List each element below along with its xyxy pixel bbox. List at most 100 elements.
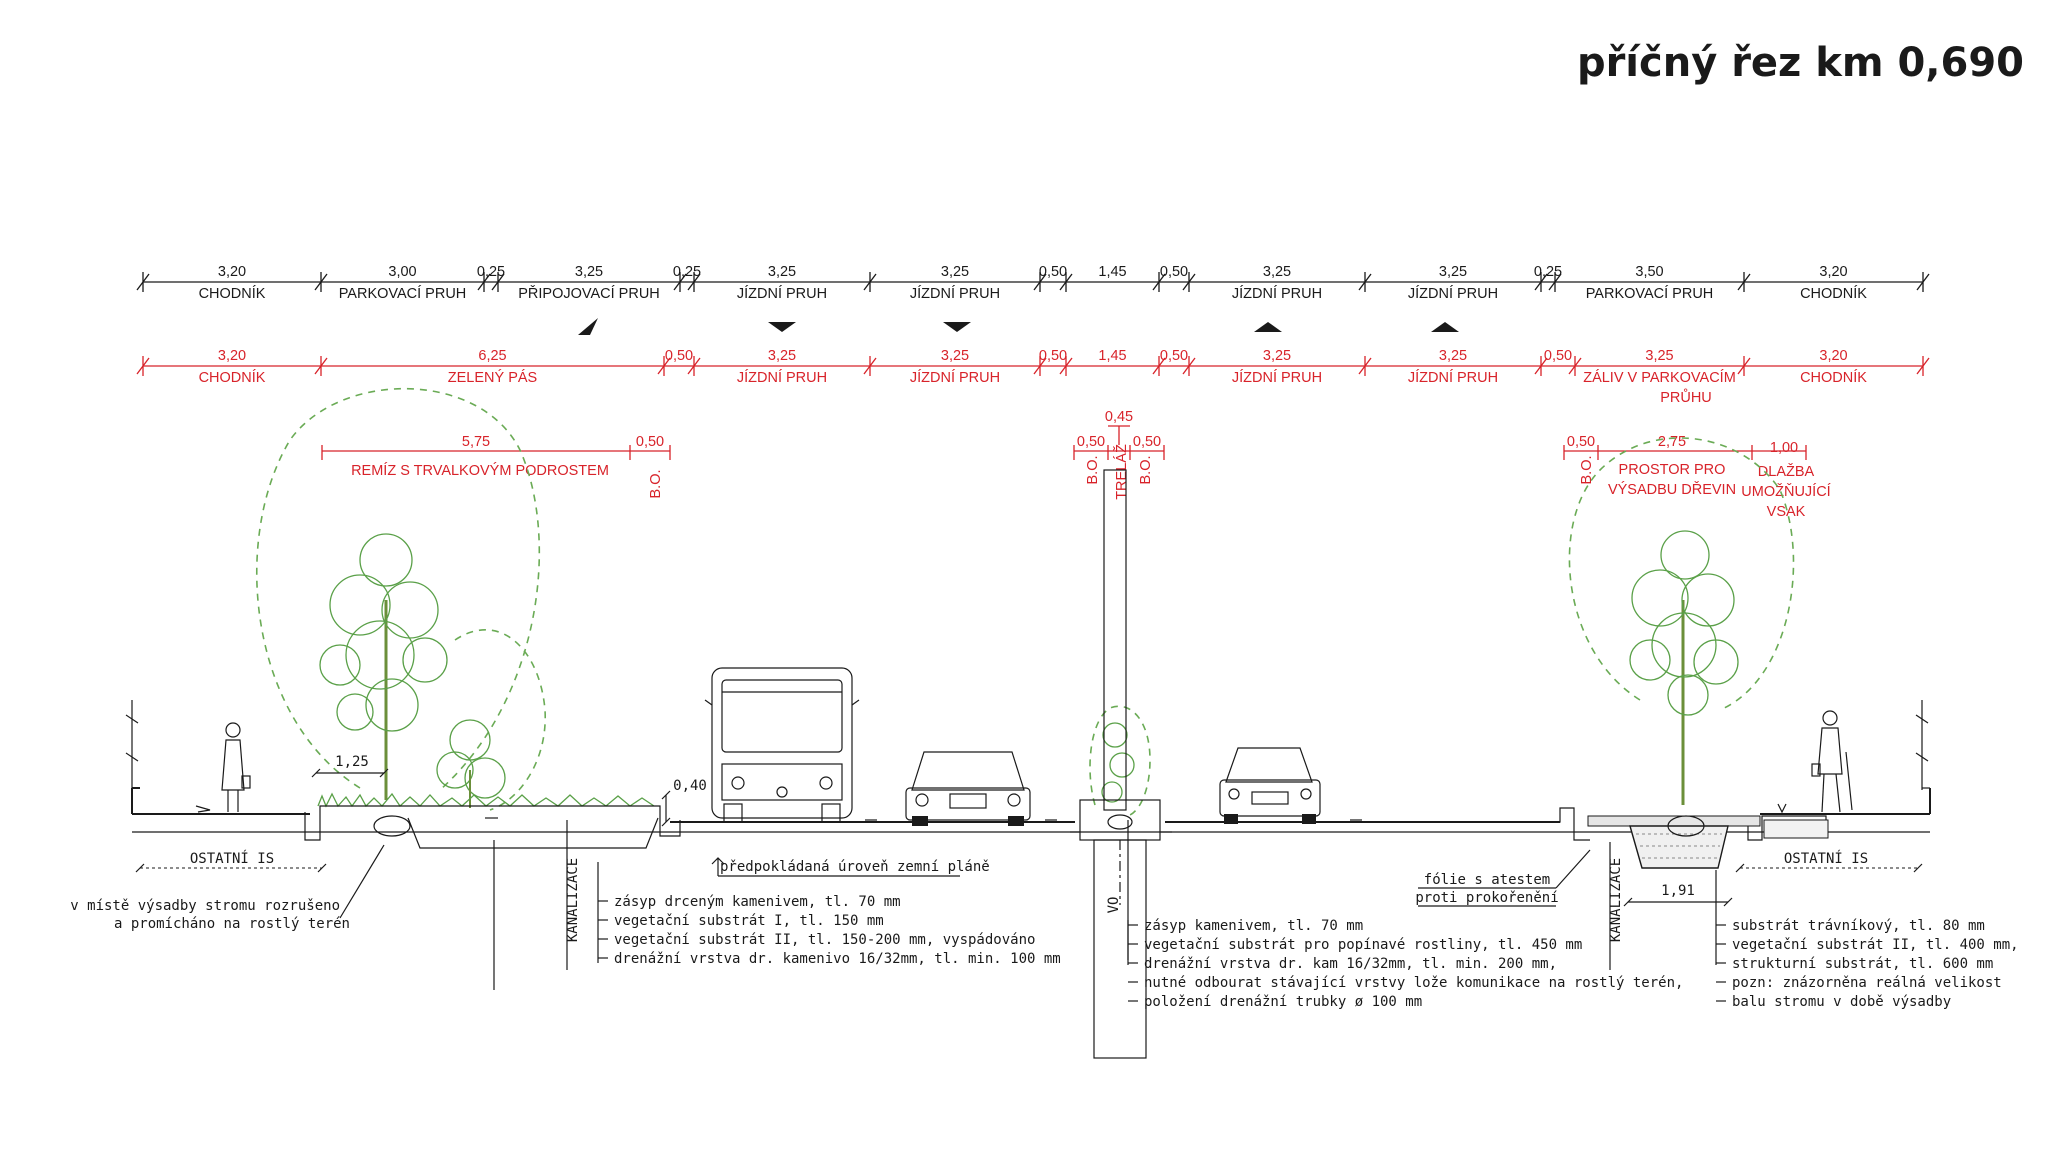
notes-right-line: balu stromu v době výsadby [1732,994,1951,1010]
center-mid-value: 0,45 [1105,409,1133,425]
right-planting-bed [1550,807,1829,869]
folie-line2: proti prokořenění [1415,890,1558,906]
notes-center-line: položení drenážní trubky ø 100 mm [1144,994,1422,1010]
center-bo-left: B.O. [1085,455,1101,484]
red-dimension-chain: 3,20 CHODNÍK 6,25 ZELENÝ PÁS 0,50 3,25 JÍZDNÍ … [136,348,1930,386]
green-strip-construction [304,805,681,849]
red-dim-value: 0,50 [1160,348,1188,364]
vine-trellis-plant [1101,722,1135,803]
red-dim-value: 3,25 [941,348,969,364]
top-dim-label: PŘIPOJOVACÍ PRUH [518,285,660,302]
top-dim-value: 3,00 [388,264,416,280]
dlazba-line3: VSAK [1767,504,1806,520]
right-bo-label: B.O. [1579,455,1595,484]
remiz-bo-value: 0,50 [636,434,664,450]
arrow-up-icon [1254,322,1282,332]
planting-bed-notes: substrát trávníkový, tl. 80 mm vegetační … [1715,870,2019,1010]
right-planting-dimension: 0,50 B.O. 2,75 PROSTOR PRO VÝSADBU DŘEVI… [1563,434,1831,520]
top-dim-value: 0,50 [1160,264,1188,280]
kanalizace-right: KANALIZACE [1608,842,1624,970]
curb-height-dim: 0,40 [661,778,707,827]
top-dim-value: 3,20 [218,264,246,280]
red-dim-label: CHODNÍK [199,369,266,386]
center-bo-right: B.O. [1138,455,1154,484]
subgrade-level-text: předpokládaná úroveň zemní pláně [720,859,990,875]
trellis-notes: zásyp kamenivem, tl. 70 mm vegetační subs… [1127,918,1683,1010]
red-dim-label: JÍZDNÍ PRUH [1232,369,1322,386]
tree-left-dim: 1,25 [311,754,389,778]
red-dim-value: 3,20 [1819,348,1847,364]
tree-right [1629,530,1739,805]
red-dim-value: 6,25 [478,348,506,364]
red-dim-label: ZELENÝ PÁS [448,369,537,386]
trelaz-label: TRELÁŽ [1113,444,1130,500]
top-dim-value: 0,25 [477,264,505,280]
trellis-post: VO [1070,469,1172,1059]
note-left-line1: v místě výsadby stromu rozrušeno [70,898,340,914]
notes-right-line: strukturní substrát, tl. 600 mm [1732,956,1993,972]
red-dim-label: CHODNÍK [1800,369,1867,386]
notes-right-line: pozn: znázorněna reálná velikost [1732,975,2002,991]
top-dim-value: 0,50 [1039,264,1067,280]
notes-green-line: vegetační substrát II, tl. 150-200 mm, v… [614,932,1035,948]
canopy-outlines [256,387,1795,816]
kanalizace-left: KANALIZACE [565,820,581,970]
remiz-value: 5,75 [462,434,490,450]
top-dim-label: CHODNÍK [1800,285,1867,302]
ostatni-is-right-label: OSTATNÍ IS [1784,850,1868,867]
ostatni-is-right: OSTATNÍ IS [1735,850,1923,873]
ostatni-is-left: OSTATNÍ IS [135,850,327,873]
top-dim-label: JÍZDNÍ PRUH [1408,285,1498,302]
top-dim-value: 3,25 [1263,264,1291,280]
red-dim-value: 0,50 [1544,348,1572,364]
section-end-marks [125,700,1929,790]
tree-left-value: 1,25 [335,754,369,770]
green-strip-notes: zásyp drceným kamenivem, tl. 70 mm vegeta… [597,862,1061,967]
notes-green-line: drenážní vrstva dr. kamenivo 16/32mm, tl… [614,951,1061,967]
notes-center-line: nutné odbourat stávající vrstvy lože kom… [1144,975,1683,991]
notes-center-line: vegetační substrát pro popínavé rostliny… [1144,937,1582,953]
prostor-line1: PROSTOR PRO [1619,462,1726,478]
notes-center-line: drenážní vrstva dr. kam 16/32mm, tl. min… [1144,956,1557,972]
red-dim-value: 3,25 [1263,348,1291,364]
car-right [1219,747,1321,824]
arrow-up-icon [1431,322,1459,332]
kanalizace-left-label: KANALIZACE [565,858,581,942]
remiz-dimension: 5,75 REMÍZ S TRVALKOVÝM PODROSTEM 0,50 B… [321,434,671,499]
notes-right-line: vegetační substrát II, tl. 400 mm, [1732,937,2019,953]
top-dim-value: 3,25 [575,264,603,280]
red-dim-value: 3,25 [1439,348,1467,364]
drawing-title: příčný řez km 0,690 [1577,40,2024,86]
top-dim-label: JÍZDNÍ PRUH [1232,285,1322,302]
car-left [905,751,1031,826]
top-dim-label: JÍZDNÍ PRUH [910,285,1000,302]
remiz-label: REMÍZ S TRVALKOVÝM PODROSTEM [351,462,609,479]
tree-right-value: 1,91 [1661,883,1695,899]
top-dim-value: 3,25 [768,264,796,280]
arrow-down-icon [768,322,796,332]
top-dim-value: 3,25 [941,264,969,280]
notes-right-line: substrát trávníkový, tl. 80 mm [1732,918,1985,934]
dlazba-value: 1,00 [1770,440,1798,456]
red-dim-value: 0,50 [665,348,693,364]
ostatni-is-left-label: OSTATNÍ IS [190,850,274,867]
kanalizace-right-label: KANALIZACE [1608,858,1624,942]
vo-label: VO [1106,897,1122,914]
shrub-left [436,719,506,808]
pedestrian-right [1777,710,1853,814]
grass-strip [317,792,655,808]
notes-green-line: vegetační substrát I, tl. 150 mm [614,913,884,929]
center-island-dimension: 0,50 0,45 0,50 B.O. TRELÁŽ B.O. [1073,409,1165,500]
remiz-bo-label: B.O. [648,469,664,498]
zaliv-label-line2: PRŮHU [1660,388,1712,406]
folie-line1: fólie s atestem [1424,872,1550,888]
top-dim-label: JÍZDNÍ PRUH [737,285,827,302]
red-dim-label: ZÁLIV V PARKOVACÍM [1583,369,1736,386]
dlazba-line1: DLAŽBA [1758,463,1815,480]
arrow-down-icon [943,322,971,332]
pedestrian-left [195,722,251,813]
prostor-line2: VÝSADBU DŘEVIN [1608,481,1736,498]
top-dim-label: PARKOVACÍ PRUH [1586,285,1714,302]
folie-label: fólie s atestem proti prokořenění [1415,849,1591,907]
